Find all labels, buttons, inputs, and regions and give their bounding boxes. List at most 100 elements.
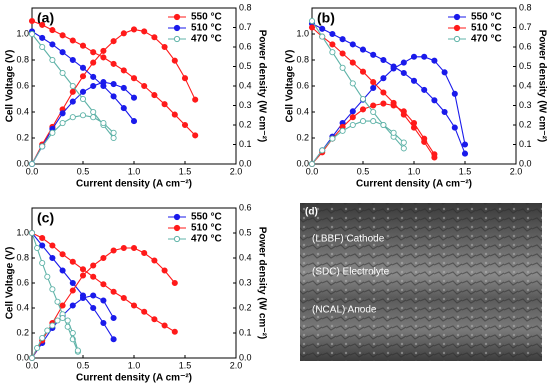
voltage-point (161, 101, 168, 108)
y-axis-label: Cell Voltage (V) (5, 50, 16, 123)
y2-tick-label: 0.6 (239, 202, 252, 212)
sem-panel: (d) (LBBF) Cathode (SDC) Electrolyte (NC… (300, 203, 542, 361)
power-point (79, 73, 87, 80)
x-axis-label: Current density (A cm⁻²) (76, 373, 192, 384)
power-point (69, 88, 76, 95)
voltage-point (441, 108, 448, 116)
power-point (192, 96, 199, 103)
power-point (141, 28, 148, 35)
power-point (110, 81, 117, 88)
x-axis-label: Current density (A cm⁻²) (356, 179, 472, 190)
y2-tick-label: 0.7 (519, 22, 532, 32)
power-point (90, 262, 97, 269)
voltage-line (311, 20, 405, 149)
voltage-point (421, 86, 428, 93)
power-point (28, 160, 36, 168)
voltage-point (370, 79, 377, 86)
y2-tick-label: 0.2 (239, 119, 252, 129)
power-point (59, 110, 66, 117)
power-point (141, 249, 148, 257)
y2-tick-label: 0.3 (239, 100, 252, 110)
voltage-point (461, 150, 469, 157)
power-point (441, 69, 448, 76)
legend-marker (173, 224, 181, 232)
voltage-point (151, 92, 158, 99)
panel-label: (d) (305, 207, 318, 218)
power-point (69, 98, 76, 105)
y-tick-label: 0.6 (296, 80, 309, 90)
power-point (390, 65, 397, 72)
y2-tick-label: 0.6 (239, 41, 252, 51)
legend-label: 510 °C (471, 23, 502, 34)
voltage-point (400, 69, 407, 77)
voltage-point (110, 93, 117, 100)
x-tick-label: 0.0 (26, 166, 39, 176)
y-tick-label: 0.4 (296, 106, 309, 116)
y2-tick-label: 0.0 (239, 158, 252, 168)
power-point (100, 47, 107, 54)
y2-tick-label: 0.3 (519, 100, 532, 110)
power-point (370, 118, 377, 125)
x-axis-label: Current density (A cm⁻²) (76, 179, 192, 190)
voltage-point (110, 134, 117, 142)
power-point (59, 302, 66, 309)
power-point (370, 102, 377, 109)
power-point (319, 147, 326, 154)
power-point (370, 84, 377, 91)
y2-tick-label: 0.1 (519, 139, 532, 149)
power-point (349, 108, 356, 115)
voltage-point (39, 242, 46, 249)
legend-label: 510 °C (191, 23, 222, 34)
power-point (161, 43, 168, 51)
voltage-point (120, 294, 127, 302)
power-point (64, 317, 71, 324)
power-point (74, 347, 81, 354)
voltage-point (329, 41, 336, 48)
voltage-point (59, 267, 66, 274)
voltage-point (69, 82, 76, 90)
voltage-point (110, 288, 117, 295)
voltage-point (329, 30, 336, 38)
x-tick-label: 2.0 (230, 166, 243, 176)
voltage-point (59, 49, 66, 56)
power-point (410, 53, 418, 60)
power-point (79, 272, 87, 279)
x-tick-label: 0.0 (26, 360, 39, 370)
power-point (120, 30, 127, 37)
power-point (110, 314, 117, 322)
voltage-point (90, 49, 97, 56)
power-point (431, 57, 438, 64)
y-tick-label: 0.4 (16, 302, 29, 312)
chart: 0.0 0.5 1.0 1.5 2.00.00.20.40.60.81.00.00.10… (285, 2, 548, 189)
power-point (110, 247, 117, 254)
voltage-point (380, 89, 387, 96)
chart-title: (c) (37, 210, 54, 226)
power-point (90, 59, 97, 66)
voltage-point (39, 259, 46, 267)
power-point (69, 287, 76, 294)
voltage-point (59, 32, 66, 39)
y-tick-label: 0.8 (16, 54, 29, 64)
power-point (110, 38, 117, 45)
y2-tick-label: 0.4 (519, 80, 532, 90)
power-point (49, 322, 56, 329)
power-point (54, 317, 61, 324)
y2-tick-label: 0.5 (239, 227, 252, 237)
power-point (90, 292, 97, 299)
voltage-point (181, 121, 189, 129)
voltage-point (100, 281, 107, 288)
power-point (151, 257, 158, 264)
layer-label: (LBBF) Cathode (312, 234, 385, 245)
voltage-point (161, 322, 168, 329)
y-tick-label: 0.6 (16, 277, 29, 287)
y-tick-label: 1.0 (16, 227, 29, 237)
power-point (59, 314, 66, 322)
voltage-point (192, 132, 199, 139)
power-point (59, 120, 66, 127)
chart-title: (a) (37, 10, 54, 26)
voltage-point (130, 302, 138, 309)
legend-marker (173, 35, 181, 43)
power-point (308, 160, 316, 168)
power-point (359, 106, 367, 113)
